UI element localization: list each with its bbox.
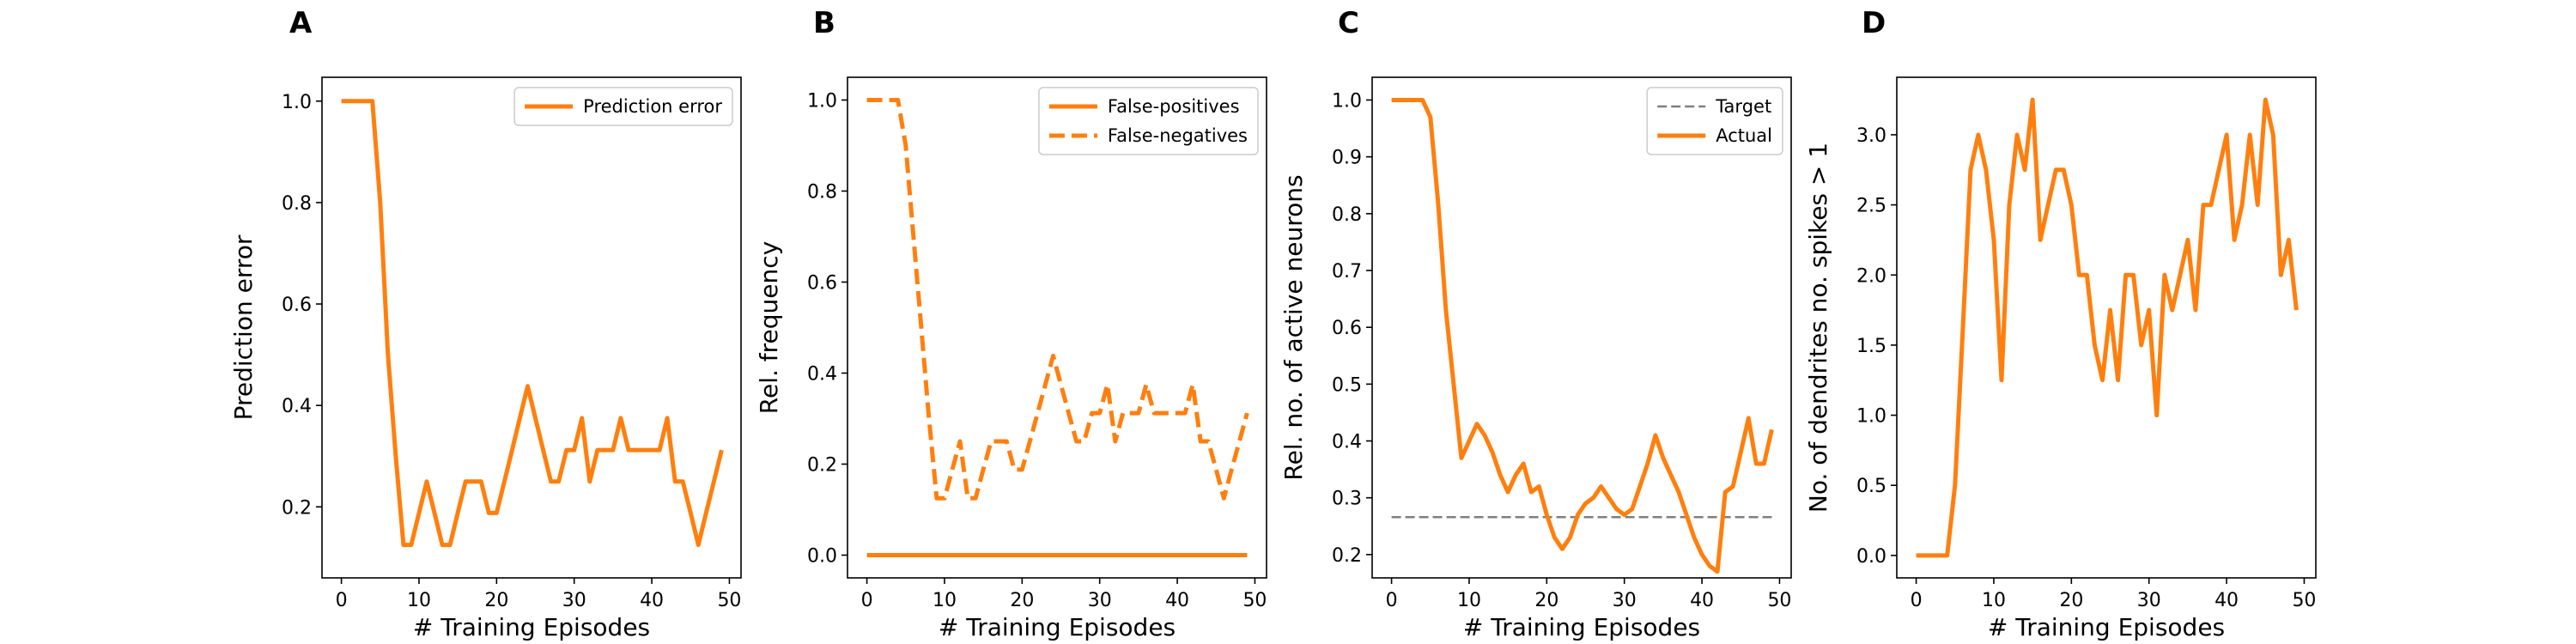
y-tick-label: 0.7 — [1332, 261, 1362, 283]
y-tick-label: 0.0 — [1856, 546, 1886, 568]
legend: Prediction error — [513, 87, 733, 126]
x-axis-label: # Training Episodes — [939, 613, 1176, 641]
x-tick-label: 0 — [1911, 590, 1923, 611]
x-tick-label: 20 — [1534, 590, 1558, 611]
x-tick-label: 30 — [562, 590, 586, 611]
y-tick-label: 0.4 — [1332, 432, 1362, 453]
x-axis-label: # Training Episodes — [1463, 613, 1700, 641]
y-tick-label: 0.2 — [807, 455, 837, 477]
y-tick-label: 1.0 — [807, 91, 837, 112]
series-line — [1916, 97, 2299, 558]
y-tick-label: 0.4 — [282, 396, 312, 417]
panel-letter: C — [1338, 6, 1359, 40]
y-tick-label: 2.5 — [1856, 196, 1886, 217]
y-tick-label: 0.8 — [807, 182, 837, 204]
x-tick-label: 10 — [1457, 590, 1481, 611]
x-tick-label: 50 — [2292, 590, 2316, 611]
x-tick-label: 30 — [2137, 590, 2161, 611]
y-tick-label: 0.6 — [807, 273, 837, 295]
series-line — [341, 99, 724, 548]
y-tick-label: 0.5 — [1332, 374, 1362, 396]
x-tick-label: 0 — [336, 590, 348, 611]
y-tick-label: 0.0 — [807, 546, 837, 568]
x-tick-label: 0 — [861, 590, 873, 611]
y-tick-label: 0.9 — [1332, 148, 1362, 169]
y-tick-label: 1.5 — [1856, 336, 1886, 357]
panel-letter: D — [1862, 6, 1886, 40]
axes-frame — [321, 76, 742, 579]
x-tick-label: 40 — [1690, 590, 1714, 611]
axes-frame — [1896, 76, 2317, 579]
x-axis-label: # Training Episodes — [413, 613, 650, 641]
x-tick-label: 30 — [1088, 590, 1112, 611]
x-tick-label: 40 — [640, 590, 664, 611]
y-tick-label: 0.8 — [282, 193, 312, 215]
x-tick-label: 50 — [717, 590, 741, 611]
y-tick-label: 3.0 — [1856, 125, 1886, 147]
axes-frame — [847, 76, 1267, 579]
y-axis-label: Rel. frequency — [755, 241, 783, 414]
legend-label: False-positives — [1108, 96, 1240, 117]
y-tick-label: 0.8 — [1332, 204, 1362, 226]
x-tick-label: 40 — [2215, 590, 2239, 611]
y-axis-label: Rel. no. of active neurons — [1279, 174, 1308, 480]
legend: Target Actual — [1646, 87, 1783, 155]
panel-b: B 0 10 20 30 40 50 0.0 0.2 0.4 0.6 0.8 1.0 # Training… — [755, 6, 1267, 641]
legend: False-positives False-negatives — [1038, 87, 1259, 155]
legend-frame — [513, 87, 733, 126]
panel-c: C 0 10 20 30 40 50 0.2 0.3 0.4 0.5 0.6 0.7 0.8 0.9 1.0 #… — [1279, 6, 1792, 641]
x-tick-label: 40 — [1165, 590, 1189, 611]
y-tick-label: 1.0 — [1332, 90, 1362, 112]
x-tick-label: 20 — [484, 590, 508, 611]
panel-a: A 0 10 20 30 40 50 0.2 0.4 0.6 0.8 1.0 # Training Ep… — [229, 6, 742, 641]
y-axis-label: Prediction error — [229, 234, 258, 420]
panel-letter: A — [289, 6, 313, 40]
y-tick-label: 0.6 — [282, 295, 312, 316]
legend-label: False-negatives — [1108, 125, 1248, 146]
y-tick-label: 0.2 — [1332, 545, 1362, 567]
x-tick-label: 10 — [407, 590, 431, 611]
x-tick-label: 10 — [933, 590, 957, 611]
x-tick-label: 20 — [2059, 590, 2083, 611]
x-tick-label: 20 — [1010, 590, 1034, 611]
y-tick-label: 1.0 — [1856, 406, 1886, 428]
x-tick-label: 50 — [1767, 590, 1791, 611]
y-tick-label: 2.0 — [1856, 265, 1886, 287]
series-line — [1391, 98, 1774, 574]
legend-label: Actual — [1716, 125, 1772, 146]
x-axis-label: # Training Episodes — [1988, 613, 2225, 641]
panel-d: D 0 10 20 30 40 50 0.0 0.5 1.0 1.5 2.0 2.5 3.0 # Train… — [1804, 6, 2317, 641]
legend-label: Prediction error — [583, 96, 722, 117]
x-tick-label: 10 — [1982, 590, 2006, 611]
y-tick-label: 0.4 — [807, 364, 837, 386]
series-line — [866, 98, 1249, 501]
x-tick-label: 50 — [1242, 590, 1267, 611]
y-tick-label: 0.2 — [282, 497, 312, 519]
x-tick-label: 30 — [1613, 590, 1637, 611]
x-tick-label: 0 — [1386, 590, 1398, 611]
y-tick-label: 0.3 — [1332, 489, 1362, 510]
y-tick-label: 0.6 — [1332, 318, 1362, 339]
y-tick-label: 1.0 — [282, 92, 312, 113]
panel-letter: B — [813, 6, 835, 40]
legend-label: Target — [1715, 96, 1771, 117]
y-tick-label: 0.5 — [1856, 476, 1886, 497]
y-axis-label: No. of dendrites no. spikes > 1 — [1804, 143, 1832, 513]
